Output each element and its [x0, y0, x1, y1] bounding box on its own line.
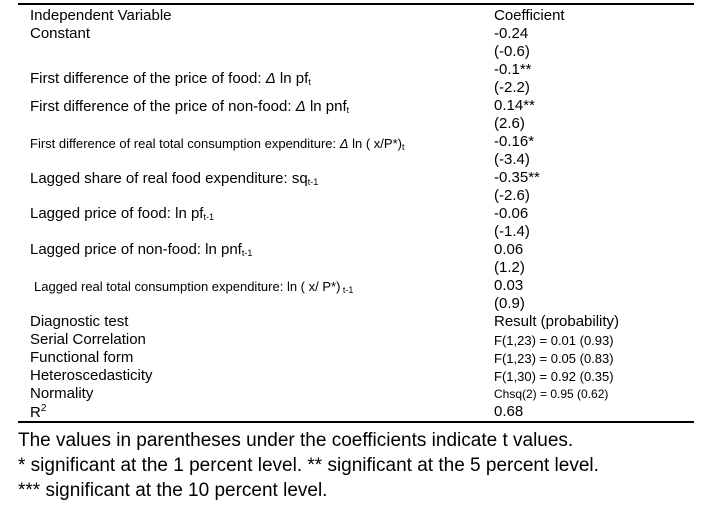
tvalue-lagged-price-nonfood: (1.2)	[494, 259, 525, 276]
r-squared-value: 0.68	[494, 403, 524, 420]
note-t-values: The values in parentheses under the coef…	[18, 430, 574, 451]
tvalue-lagged-share-food: (-2.6)	[494, 187, 530, 204]
coef-d-price-food: -0.1**	[494, 61, 532, 78]
diag-label-functional-form: Functional form	[30, 349, 134, 366]
diag-label-normality: Normality	[30, 385, 94, 402]
coef-constant: -0.24	[494, 25, 529, 42]
coef-d-real-consumption: -0.16*	[494, 133, 535, 150]
coef-lagged-price-food: -0.06	[494, 205, 529, 222]
diag-result-heteroscedasticity: F(1,30) = 0.92 (0.35)	[494, 369, 614, 384]
result-probability-header: Result (probability)	[494, 313, 620, 330]
row-label-d-price-nonfood: First difference of the price of non-foo…	[30, 98, 350, 115]
note-significance-10: *** significant at the 10 percent level.	[18, 480, 328, 501]
row-label-d-real-consumption: First difference of real total consumpti…	[30, 136, 405, 152]
coef-lagged-share-food: -0.35**	[494, 169, 540, 186]
table-top-rule	[18, 3, 694, 5]
coef-d-price-nonfood: 0.14**	[494, 97, 535, 114]
tvalue-d-price-nonfood: (2.6)	[494, 115, 525, 132]
row-label-d-price-food: First difference of the price of food: Δ…	[30, 70, 311, 87]
tvalue-lagged-price-food: (-1.4)	[494, 223, 530, 240]
tvalue-d-real-consumption: (-3.4)	[494, 151, 530, 168]
row-label-lagged-share-food: Lagged share of real food expenditure: s…	[30, 170, 319, 187]
tvalue-lagged-real-consumption: (0.9)	[494, 295, 525, 312]
row-label-lagged-real-consumption: Lagged real total consumption expenditur…	[34, 279, 354, 295]
row-label-constant: Constant	[30, 25, 91, 42]
diag-label-serial-correlation: Serial Correlation	[30, 331, 146, 348]
header-independent-variable: Independent Variable	[30, 7, 172, 24]
table-bottom-rule	[18, 421, 694, 423]
row-label-lagged-price-nonfood: Lagged price of non-food: ln pnft-1	[30, 241, 253, 258]
r-squared-label: R2	[30, 403, 47, 421]
diagnostic-test-header: Diagnostic test	[30, 313, 129, 330]
tvalue-d-price-food: (-2.2)	[494, 79, 530, 96]
coef-lagged-real-consumption: 0.03	[494, 277, 524, 294]
diag-result-normality: Chsq(2) = 0.95 (0.62)	[494, 387, 609, 401]
diag-result-functional-form: F(1,23) = 0.05 (0.83)	[494, 351, 614, 366]
diag-label-heteroscedasticity: Heteroscedasticity	[30, 367, 153, 384]
note-significance-1-5: * significant at the 1 percent level. **…	[18, 455, 599, 476]
header-coefficient: Coefficient	[494, 7, 565, 24]
diag-result-serial-correlation: F(1,23) = 0.01 (0.93)	[494, 333, 614, 348]
row-label-lagged-price-food: Lagged price of food: ln pft-1	[30, 205, 214, 222]
tvalue-constant: (-0.6)	[494, 43, 530, 60]
coef-lagged-price-nonfood: 0.06	[494, 241, 524, 258]
